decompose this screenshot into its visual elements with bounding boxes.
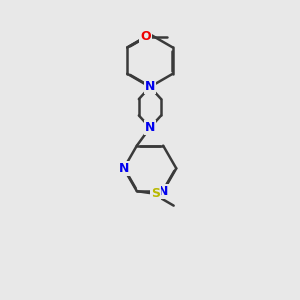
Text: O: O — [140, 31, 151, 44]
Text: S: S — [151, 187, 160, 200]
Text: N: N — [145, 121, 155, 134]
Text: N: N — [118, 162, 129, 175]
Text: N: N — [145, 80, 155, 93]
Text: N: N — [158, 185, 168, 198]
